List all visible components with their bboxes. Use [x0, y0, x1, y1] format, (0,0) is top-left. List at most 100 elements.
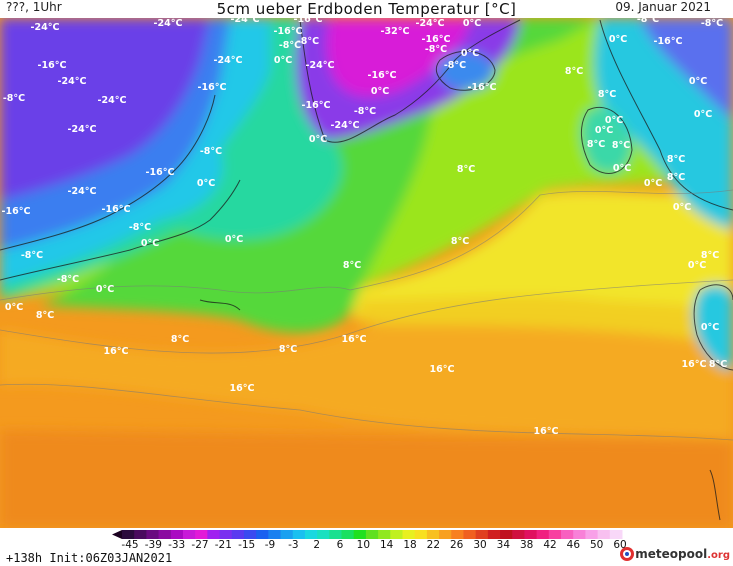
colorbar-tick-label: 22	[427, 539, 440, 548]
isotherm-label: -16°C	[422, 34, 451, 45]
colorbar-swatch	[524, 530, 538, 539]
colorbar-swatch	[353, 530, 367, 539]
isotherm-label: -16°C	[198, 82, 227, 93]
isotherm-label: 8°C	[709, 359, 727, 370]
colorbar-tick-label: 18	[403, 539, 416, 548]
colorbar-swatch	[304, 530, 318, 539]
colorbar-swatch	[561, 530, 574, 539]
isotherm-label: 0°C	[461, 48, 479, 59]
isotherm-label: 8°C	[279, 344, 297, 355]
colorbar-tick-label: 38	[520, 539, 533, 548]
isotherm-label: -16°C	[302, 100, 331, 111]
isotherm-labels: -24°C -24°C -24°C -16°C-16°C -32°C-24°C 0°C -8…	[2, 14, 728, 437]
colorbar-tick-label: 50	[590, 539, 603, 548]
colorbar-swatch	[231, 530, 245, 539]
temperature-map-svg: -24°C -24°C -24°C -16°C-16°C -32°C-24°C 0°C -8…	[0, 14, 733, 528]
colorbar-swatch	[365, 530, 379, 539]
isotherm-label: -24°C	[68, 124, 97, 135]
south-warm-band	[0, 430, 733, 528]
forecast-date: 09. Januar 2021	[615, 0, 711, 14]
greenland-coldest-core	[326, 18, 470, 97]
isotherm-label: -16°C	[294, 18, 323, 25]
isotherm-label: 0°C	[673, 202, 691, 213]
isotherm-label: 8°C	[171, 334, 189, 345]
isotherm-label: 0°C	[689, 76, 707, 87]
isotherm-label: -16°C	[146, 167, 175, 178]
colorbar-swatch	[597, 530, 611, 539]
isotherm-label: 0°C	[197, 178, 215, 189]
isotherm-label: -8°C	[57, 274, 79, 285]
header: ???, 1Uhr 5cm ueber Erdboden Temperatur …	[0, 0, 733, 22]
isotherm-label: -24°C	[98, 95, 127, 106]
isotherm-label: -16°C	[654, 36, 683, 47]
colorbar-tick-label: 10	[357, 539, 370, 548]
isotherm-label: 8°C	[343, 260, 361, 271]
isotherm-label: 0°C	[595, 125, 613, 136]
isotherm-label: -24°C	[306, 60, 335, 71]
isotherm-label: 8°C	[457, 164, 475, 175]
colorbar-swatch	[195, 530, 208, 539]
colorbar-tick-label: 30	[473, 539, 486, 548]
isotherm-label: -32°C	[381, 26, 410, 37]
colorbar-swatch	[585, 530, 599, 539]
isotherm-label: 16°C	[230, 383, 255, 394]
meteopool-logo[interactable]: meteopool.org	[619, 546, 730, 562]
isotherm-label: 8°C	[612, 140, 630, 151]
isotherm-label: 0°C	[605, 115, 623, 126]
colorbar-swatch	[536, 530, 550, 539]
isotherm-label: 0°C	[96, 284, 114, 295]
isotherm-label: 0°C	[701, 322, 719, 333]
isotherm-label: -8°C	[444, 60, 466, 71]
colorbar-swatch	[329, 530, 343, 539]
isotherm-label: 0°C	[371, 86, 389, 97]
colorbar-tick-label: -33	[168, 539, 185, 548]
isotherm-label: -24°C	[58, 76, 87, 87]
isotherm-label: 8°C	[36, 310, 54, 321]
isotherm-label: 8°C	[451, 236, 469, 247]
logo-main-text: meteopool	[635, 547, 708, 561]
isotherm-label: 0°C	[225, 234, 243, 245]
colorbar-tick-label: -39	[145, 539, 162, 548]
colorbar-swatch	[475, 530, 489, 539]
colorbar-swatch	[439, 530, 452, 539]
isotherm-label: -8°C	[297, 36, 319, 47]
isotherm-label: 8°C	[565, 66, 583, 77]
colorbar-swatch	[268, 530, 282, 539]
isotherm-label: 8°C	[598, 89, 616, 100]
meteopool-logo-text: meteopool.org	[635, 547, 730, 561]
temperature-map[interactable]: -24°C -24°C -24°C -16°C -16°C -32°C -24°C 0°C -8…	[0, 14, 733, 528]
colorbar-tick-label: 34	[497, 539, 511, 548]
colorbar-tick-label: 6	[337, 539, 344, 548]
isotherm-label: 16°C	[104, 346, 129, 357]
colorbar-swatch	[158, 530, 172, 539]
colorbar-tick-label: -15	[238, 539, 255, 548]
colorbar-min-arrow	[112, 530, 122, 539]
colorbar-tick-label: -3	[288, 539, 298, 548]
colorbar-swatch	[292, 530, 306, 539]
colorbar-swatch	[134, 530, 147, 539]
colorbar-swatch	[243, 530, 257, 539]
colorbar-swatch	[256, 530, 269, 539]
isotherm-lines	[0, 189, 733, 441]
colorbar-swatch	[341, 530, 355, 539]
colorbar-swatch	[170, 530, 184, 539]
isotherm-label: -8°C	[3, 93, 25, 104]
isotherm-label: 8°C	[667, 172, 685, 183]
isotherm-label: -8°C	[129, 222, 151, 233]
isotherm-label: -24°C	[416, 18, 445, 29]
isotherm-label: 16°C	[682, 359, 707, 370]
model-run-info: +138h Init:06Z03JAN2021	[6, 551, 173, 565]
colorbar-tick-label: 2	[313, 539, 320, 548]
colorbar-tick-label: -21	[215, 539, 232, 548]
colorbar-swatch	[414, 530, 428, 539]
colorbar-swatch	[317, 530, 330, 539]
colorbar-swatch	[426, 530, 440, 539]
colorbar-swatch	[390, 530, 403, 539]
isotherm-label: -8°C	[279, 40, 301, 51]
colorbar-tick-label: 14	[380, 539, 394, 548]
isotherm-label: -24°C	[154, 18, 183, 29]
colorbar-swatch	[512, 530, 525, 539]
isotherm-label: -24°C	[214, 55, 243, 66]
isotherm-label: -16°C	[368, 70, 397, 81]
isotherm-label: 0°C	[609, 34, 627, 45]
